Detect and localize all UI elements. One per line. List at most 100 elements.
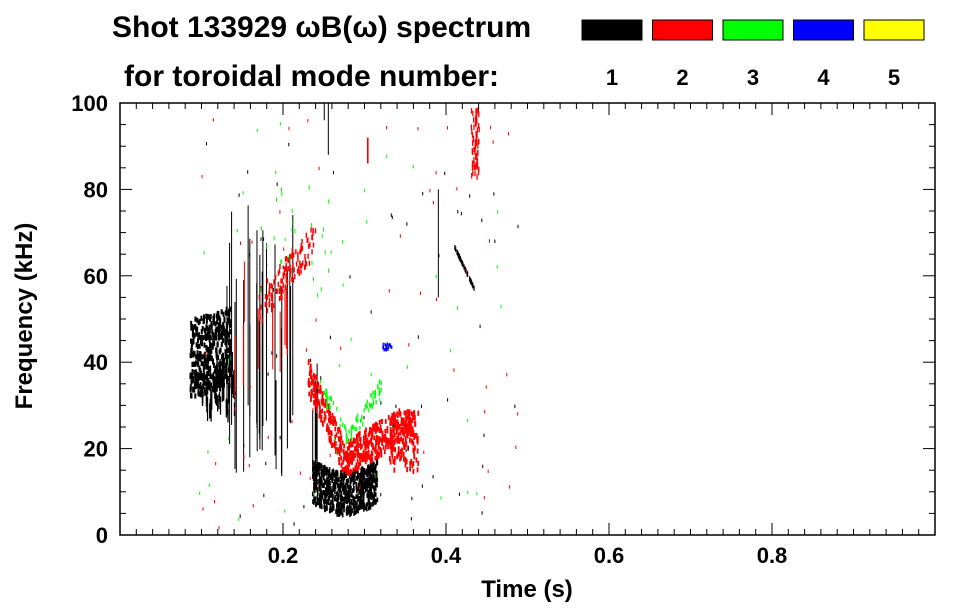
mode1-cell <box>319 482 321 487</box>
mode2-cell <box>324 399 327 404</box>
speckle <box>366 220 368 224</box>
mode1-cell <box>317 466 320 471</box>
mode1-cell <box>330 506 332 512</box>
speckle <box>392 423 394 428</box>
mode3-cell <box>291 227 293 232</box>
mode1-cell <box>210 374 213 380</box>
mode2-cell <box>346 446 349 451</box>
y-tick-label: 20 <box>84 437 108 462</box>
mode2-cell <box>376 440 378 446</box>
mode1-cell <box>363 479 366 485</box>
mode1-cell <box>340 479 343 484</box>
mode1-cell <box>347 484 349 490</box>
mode2-cell <box>403 431 406 437</box>
mode1-cell <box>369 490 372 496</box>
mode2-cell <box>410 411 413 417</box>
y-tick-label: 40 <box>84 350 108 375</box>
mode1-cell <box>312 472 315 477</box>
speckle <box>421 484 423 488</box>
mode2-cell <box>300 246 303 252</box>
mode1-cell <box>357 474 359 479</box>
mode1-burst <box>316 363 318 475</box>
mode3-cell <box>371 404 373 410</box>
mode1-cell <box>369 476 372 481</box>
mode2-cell <box>326 407 329 413</box>
mode2-cell <box>271 294 273 300</box>
mode1-cell <box>196 317 199 323</box>
mode2-cell <box>348 471 351 477</box>
mode1-cell <box>368 479 371 485</box>
speckle <box>312 407 314 412</box>
mode2-cell <box>357 448 359 454</box>
mode2-cell <box>324 414 327 420</box>
mode1-burst <box>229 242 231 444</box>
mode1-cell <box>339 480 342 485</box>
mode2-cell <box>319 410 321 416</box>
mode1-cell <box>347 508 349 514</box>
mode2-cell <box>318 413 321 419</box>
mode2-cell <box>475 130 477 137</box>
mode1-cell <box>342 496 344 502</box>
mode2-cell <box>292 252 295 258</box>
mode2-cell <box>315 403 318 408</box>
mode1-cell <box>207 384 210 390</box>
speckle <box>417 335 419 339</box>
mode2-cell <box>386 438 389 443</box>
mode1-cell <box>368 489 371 495</box>
mode1-cell <box>361 493 363 498</box>
speckle <box>342 283 344 287</box>
mode2-cell <box>395 426 398 432</box>
mode1-cell <box>322 465 325 470</box>
mode2-cell <box>380 428 383 434</box>
mode1-cell <box>212 320 215 326</box>
mode2-cell <box>331 442 334 448</box>
mode1-cell <box>365 468 368 474</box>
mode3-cell <box>354 426 356 431</box>
mode1-cell <box>224 310 227 316</box>
mode1-cell <box>316 479 318 485</box>
mode2-cell <box>354 465 357 470</box>
mode2-cell <box>472 160 474 167</box>
mode1-cell <box>209 365 212 377</box>
mode3-cell <box>326 399 328 404</box>
mode1-cell <box>232 377 234 398</box>
mode1-cell <box>221 338 225 344</box>
mode1-burst <box>315 393 317 460</box>
mode2-cell <box>366 440 369 445</box>
mode2-cell <box>308 391 311 397</box>
mode2-cell <box>414 445 416 451</box>
mode1-cell <box>360 468 362 473</box>
legend: 1 2 3 4 5 <box>581 19 925 90</box>
mode1-burst <box>315 390 317 459</box>
mode2-cell <box>404 444 406 450</box>
mode1-cell <box>372 478 374 484</box>
mode2-cell <box>347 466 350 471</box>
mode2-cell <box>475 108 477 114</box>
mode1-cell <box>198 372 201 378</box>
mode1-cell <box>325 471 328 476</box>
mode1-cell <box>231 374 234 394</box>
mode2-cell <box>389 427 392 433</box>
mode1-cell <box>205 374 208 380</box>
mode2-cell <box>330 419 333 425</box>
speckle <box>490 125 492 130</box>
mode1-cell <box>315 464 317 470</box>
mode3-cell <box>379 390 381 395</box>
mode2-cell <box>370 428 373 434</box>
mode2-cell <box>373 435 376 441</box>
mode1-cell <box>464 266 466 272</box>
mode1-cell <box>368 466 370 472</box>
mode2-cell <box>397 421 400 428</box>
mode1-cell <box>324 491 326 497</box>
mode2-cell <box>285 278 288 284</box>
mode1-cell <box>353 507 356 512</box>
mode2-cell <box>338 427 341 432</box>
mode2-cell <box>389 436 392 442</box>
speckle <box>483 495 485 500</box>
mode2-cell <box>327 430 330 436</box>
mode1-cell <box>192 352 195 358</box>
speckle <box>432 474 434 479</box>
mode1-cell <box>220 341 223 347</box>
mode1-cell <box>349 477 352 483</box>
mode1-cell <box>355 494 358 499</box>
